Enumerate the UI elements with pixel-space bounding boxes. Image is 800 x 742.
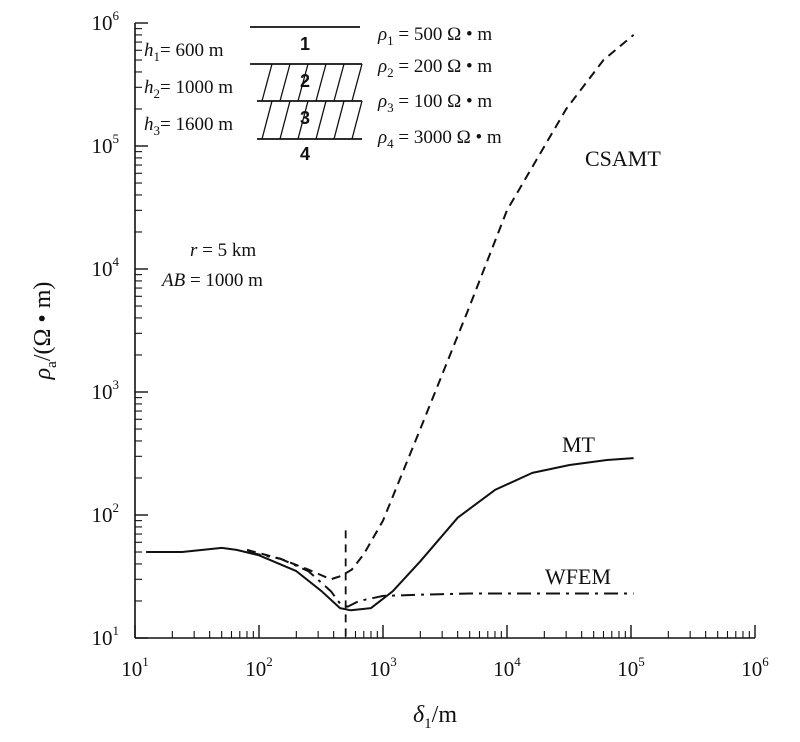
thickness-label-3: h3= 1600 m — [144, 114, 233, 138]
x-axis-title: δ1/m — [413, 702, 457, 732]
layer-3-hatch — [261, 100, 273, 140]
label-layer: CSAMT MT WFEM r = 5 km AB = 1000 m — [160, 146, 661, 589]
thickness-label-1: h1= 600 m — [144, 40, 224, 64]
layer-2-hatch — [297, 63, 309, 102]
series-line-mt — [146, 457, 634, 612]
resistivity-label-1: ρ1 = 500 Ω • m — [377, 24, 492, 48]
x-tick-label: 101 — [121, 654, 149, 681]
resistivity-label-2: ρ2 = 200 Ω • m — [377, 56, 492, 80]
series-label-wfem: WFEM — [545, 564, 611, 589]
layer-3-hatch — [315, 100, 327, 140]
layer-3-hatch — [351, 100, 363, 140]
layer-2-hatch — [315, 63, 327, 102]
resistivity-label-3: ρ3 = 100 Ω • m — [377, 91, 492, 115]
layer-2-hatch — [261, 63, 273, 102]
layer-number-4: 4 — [300, 144, 310, 164]
y-tick-label: 104 — [92, 254, 120, 281]
resistivity-label-4: ρ4 = 3000 Ω • m — [377, 127, 502, 151]
layer-2-hatch — [279, 63, 291, 102]
layer-number-3: 3 — [300, 108, 310, 128]
series-layer — [146, 34, 635, 638]
y-tick-label: 101 — [92, 623, 120, 650]
series-label-csamt: CSAMT — [585, 146, 661, 171]
param-ab: AB = 1000 m — [160, 270, 263, 291]
layer-2-hatch — [351, 63, 363, 102]
series-line-csamt — [246, 34, 635, 581]
y-tick-label: 105 — [92, 131, 120, 158]
x-tick-label: 106 — [741, 654, 769, 681]
param-r: r = 5 km — [190, 240, 256, 261]
model-inset: 1 2 3 4 h1= 600 m h2= 1000 m h3= 1600 m ρ1 = 50… — [144, 24, 502, 164]
series-line-wfem — [246, 551, 634, 608]
layer-number-1: 1 — [300, 34, 310, 54]
y-tick-label: 103 — [92, 377, 120, 404]
y-axis-title: ρa/(Ω • m) — [30, 282, 60, 381]
x-tick-label: 103 — [369, 654, 397, 681]
layer-3-hatch — [279, 100, 291, 140]
layer-2-hatch — [333, 63, 345, 102]
x-tick-label: 102 — [245, 654, 273, 681]
y-tick-label: 102 — [92, 500, 120, 527]
y-tick-label: 106 — [92, 8, 120, 35]
x-tick-label: 104 — [493, 654, 521, 681]
layer-number-2: 2 — [300, 71, 310, 91]
axes-layer: 101 102 103 104 105 106 101 102 103 104 105 106 δ1/m… — [30, 8, 769, 732]
series-label-mt: MT — [562, 432, 596, 457]
thickness-label-2: h2= 1000 m — [144, 77, 233, 101]
layer-3-hatch — [333, 100, 345, 140]
x-tick-label: 105 — [617, 654, 645, 681]
layer-3-hatch — [297, 100, 309, 140]
